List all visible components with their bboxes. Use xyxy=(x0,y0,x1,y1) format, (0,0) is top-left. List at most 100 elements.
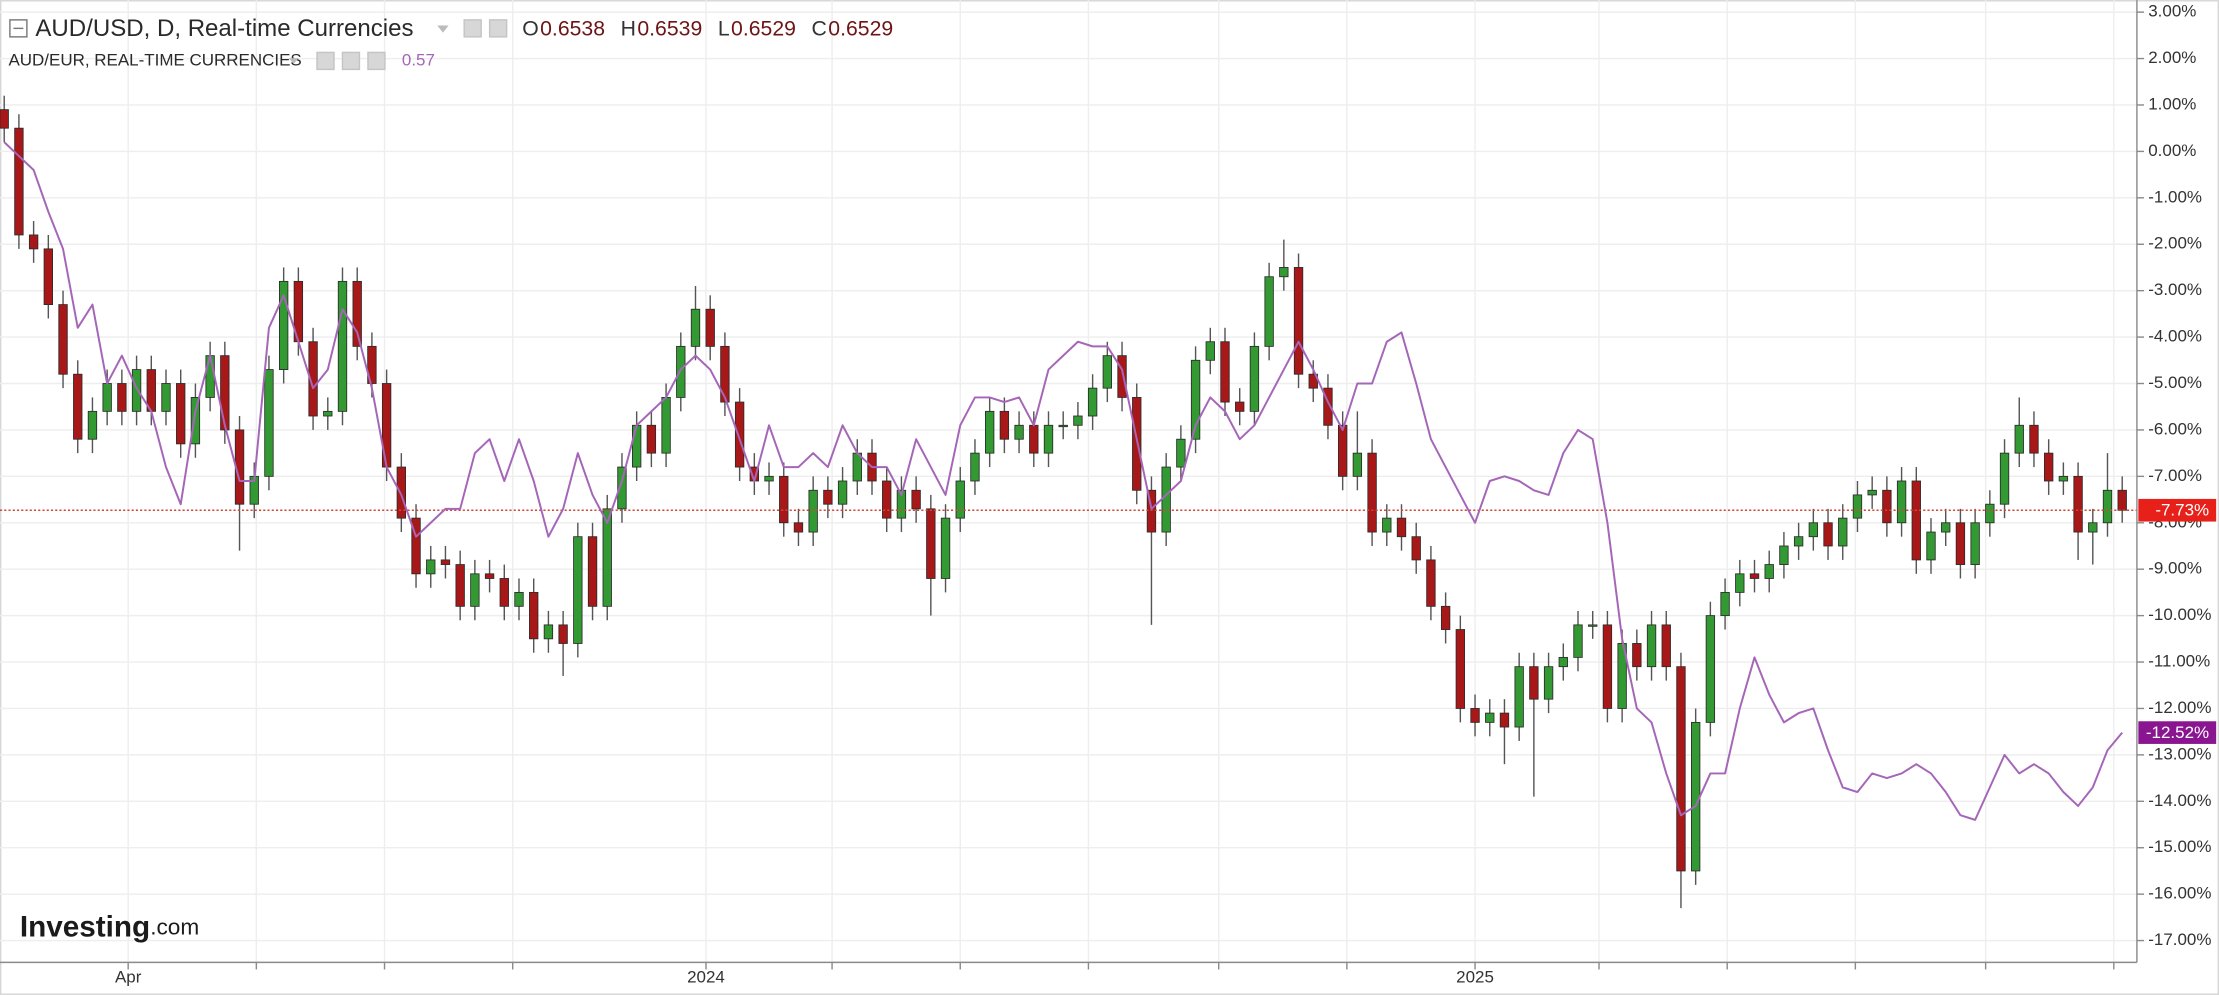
overlay-title: AUD/EUR, REAL-TIME CURRENCIES xyxy=(8,50,301,69)
candle-body xyxy=(264,369,274,477)
dropdown[interactable] xyxy=(288,58,299,64)
candle-body xyxy=(1867,489,1877,496)
candle-body xyxy=(1749,573,1760,579)
candle-body xyxy=(176,383,186,445)
candle-body xyxy=(161,383,171,412)
y-tick-label: -2.00% xyxy=(2148,234,2202,253)
settings-icon[interactable] xyxy=(341,51,361,71)
candle-body xyxy=(499,578,509,607)
logo-main: Investing xyxy=(20,910,150,943)
candle-body xyxy=(2117,489,2127,511)
candle-body xyxy=(1543,666,1554,700)
candle-body xyxy=(1117,355,1127,398)
candle-body xyxy=(1293,267,1304,375)
candle-body xyxy=(1852,494,1863,519)
candle-body xyxy=(1102,355,1113,389)
candle-body xyxy=(808,489,818,533)
candle-body xyxy=(1970,522,1980,565)
candle-body xyxy=(1808,522,1819,538)
candle-body xyxy=(455,564,465,607)
candle-body xyxy=(734,401,745,468)
readout-value: 0.6529 xyxy=(731,17,796,40)
candle-body xyxy=(926,508,936,579)
candle-body xyxy=(1779,545,1789,565)
candle-body xyxy=(1573,624,1583,658)
candle-body xyxy=(1264,276,1274,347)
candle-body xyxy=(73,373,83,440)
readout-value: 0.6539 xyxy=(637,17,702,40)
candle-body xyxy=(1499,712,1510,728)
candle-body xyxy=(220,355,230,431)
y-tick-label: -17.00% xyxy=(2148,930,2211,949)
candle-body xyxy=(1999,452,2010,505)
candle-body xyxy=(1146,489,1157,533)
candle-body xyxy=(337,280,348,412)
candle-body xyxy=(631,424,642,468)
candle-body xyxy=(1014,424,1024,440)
readout-key: C xyxy=(812,17,827,40)
dropdown[interactable] xyxy=(437,25,449,33)
candle-body xyxy=(2014,424,2024,454)
candle-body xyxy=(1602,624,1613,709)
candle-body xyxy=(1440,605,1451,630)
candle-body xyxy=(1058,424,1068,428)
candle-body xyxy=(1176,438,1186,468)
collapse-button[interactable] xyxy=(9,19,28,38)
candle-body xyxy=(411,517,421,575)
candle-body xyxy=(690,308,701,347)
y-tick-label: -3.00% xyxy=(2148,280,2202,299)
readout-value: 0.6529 xyxy=(828,17,893,40)
candle-body xyxy=(1220,341,1230,403)
x-tick-label: 2024 xyxy=(687,967,725,986)
candle-body xyxy=(1190,359,1201,440)
overlay-readout: 0.57 xyxy=(402,50,435,69)
y-tick-label: -6.00% xyxy=(2148,419,2202,438)
candle-body xyxy=(1720,591,1730,617)
candle-body xyxy=(852,452,862,482)
candle-body xyxy=(367,345,377,384)
candle-body xyxy=(602,508,612,607)
candle-body xyxy=(543,624,554,640)
candle-body xyxy=(1882,489,1892,524)
candle-body xyxy=(1705,615,1716,723)
candle-body xyxy=(1249,345,1260,412)
y-tick-label: 1.00% xyxy=(2148,94,2196,113)
candle-body xyxy=(1043,424,1054,454)
candle-body xyxy=(0,109,9,129)
candle-body xyxy=(308,341,318,417)
candle-body xyxy=(1352,452,1363,477)
settings-icon[interactable] xyxy=(488,19,508,38)
eye-icon[interactable] xyxy=(463,19,482,38)
candle-body xyxy=(1382,517,1392,533)
remove-icon[interactable] xyxy=(367,51,386,71)
y-tick-label: 3.00% xyxy=(2148,2,2196,21)
candle-body xyxy=(955,480,965,519)
candle-body xyxy=(2088,522,2098,533)
eye-icon[interactable] xyxy=(316,51,335,71)
candle-body xyxy=(1646,624,1657,668)
candle-body xyxy=(1793,536,1804,547)
candle-body xyxy=(529,591,539,640)
candle-body xyxy=(1896,480,1907,524)
candle-body xyxy=(190,397,201,445)
y-tick-label: -13.00% xyxy=(2148,744,2211,763)
candle-body xyxy=(2029,424,2039,454)
candle-body xyxy=(87,410,98,440)
candle-body xyxy=(43,248,53,306)
candle-body xyxy=(1426,559,1436,607)
candle-body xyxy=(1411,536,1421,561)
candle-body xyxy=(1455,629,1466,709)
candle-body xyxy=(823,489,833,505)
price-tag-label: -7.73% xyxy=(2155,500,2209,519)
candle-body xyxy=(1735,573,1745,593)
candle-body xyxy=(1323,387,1333,426)
candle-body xyxy=(999,410,1010,440)
candle-body xyxy=(1485,712,1495,723)
candle-body xyxy=(587,536,598,607)
candle-body xyxy=(1955,522,1966,565)
candle-body xyxy=(1911,480,1921,561)
candle-body xyxy=(1632,643,1642,668)
candle-body xyxy=(131,369,142,412)
candle-body xyxy=(1029,424,1039,454)
candle-body xyxy=(117,383,127,412)
